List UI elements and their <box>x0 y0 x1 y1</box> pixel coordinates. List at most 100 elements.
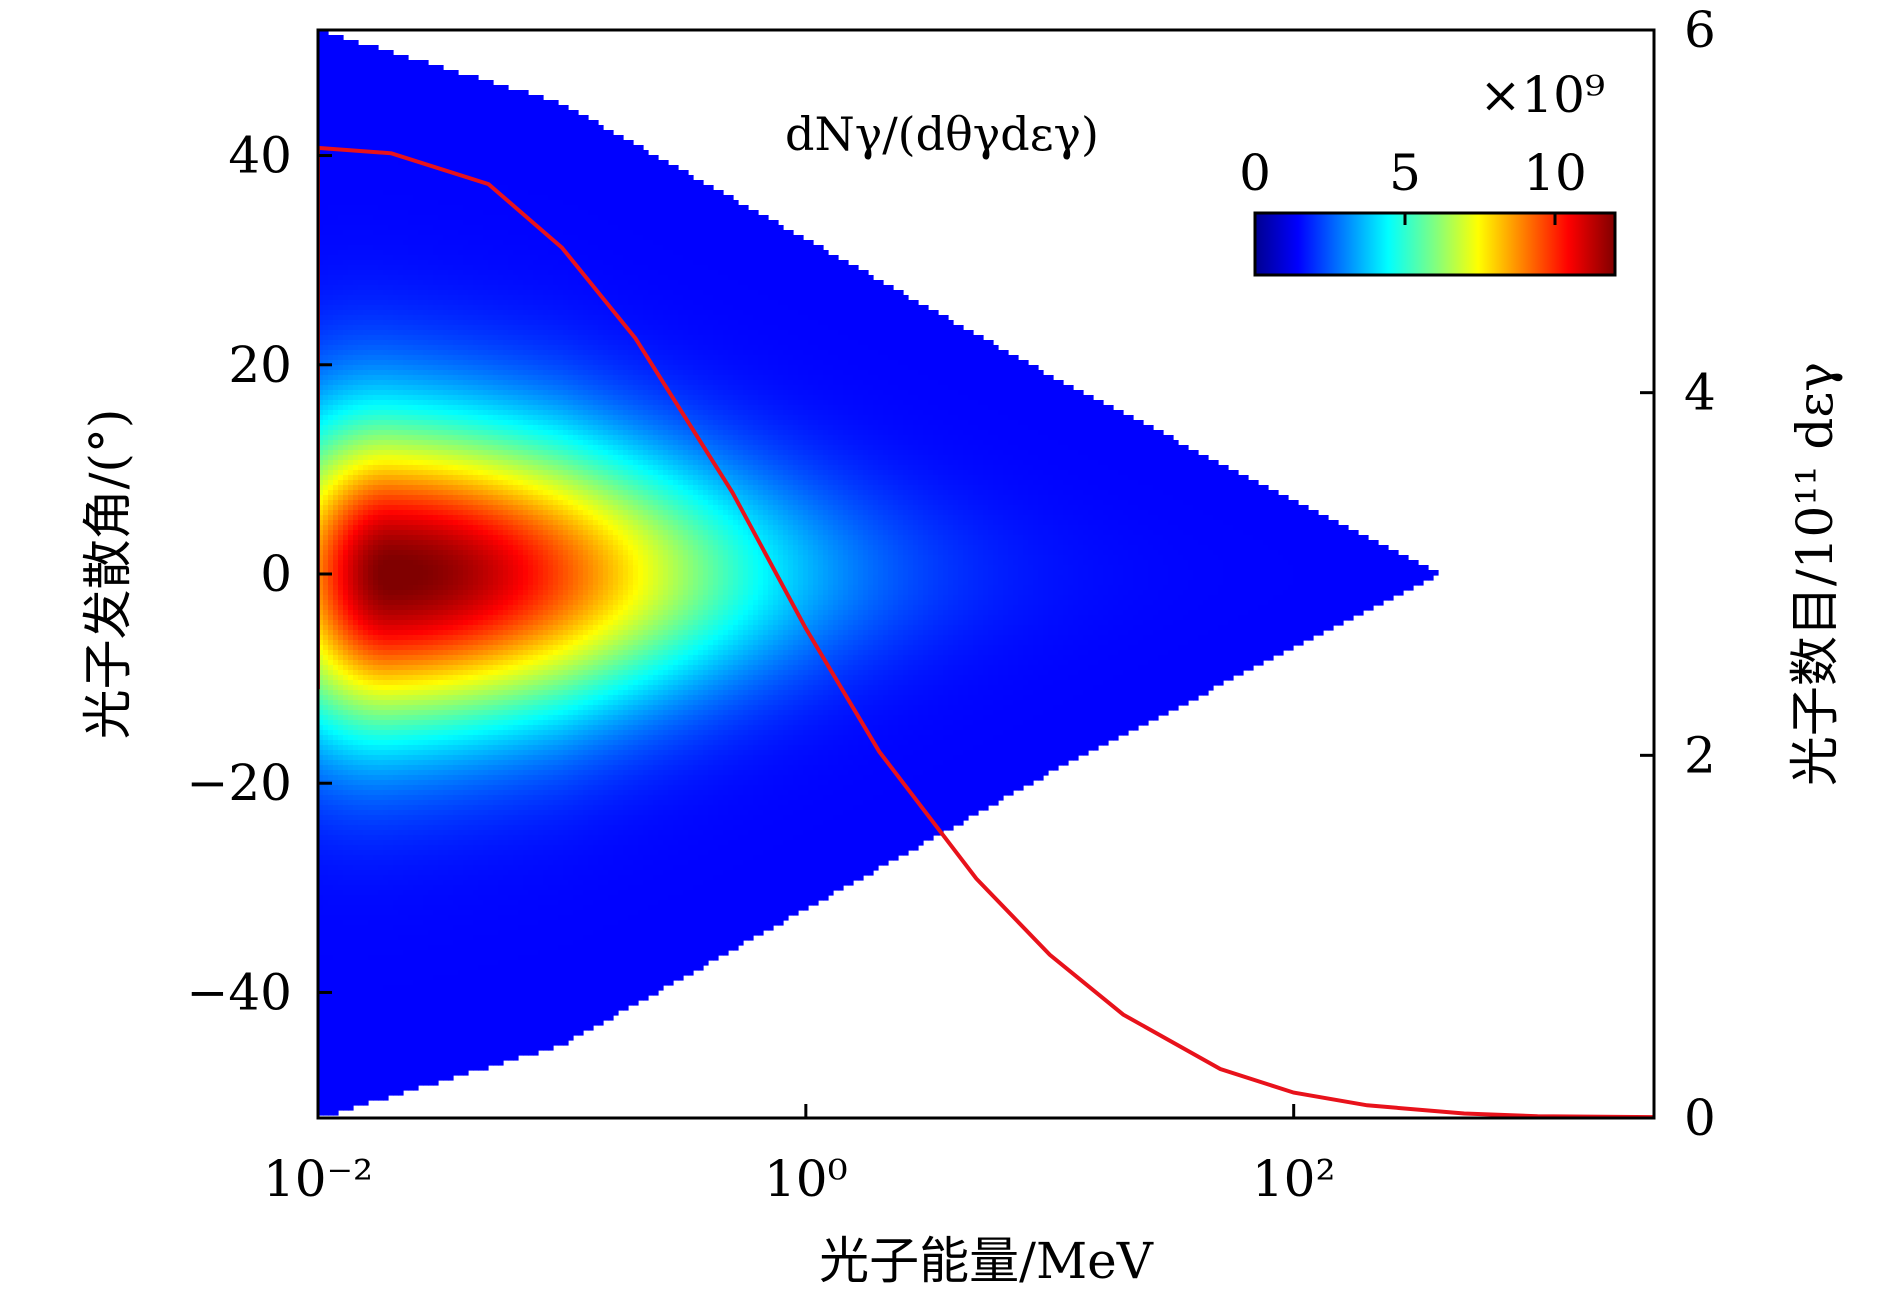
heatmap-cell <box>433 385 439 391</box>
heatmap-cell <box>398 230 404 236</box>
heatmap-cell <box>383 585 389 591</box>
heatmap-cell <box>323 275 329 281</box>
heatmap-cell <box>408 400 414 406</box>
heatmap-cell <box>408 355 414 361</box>
heatmap-cell <box>423 835 429 841</box>
heatmap-cell <box>393 185 399 191</box>
heatmap-cell <box>328 985 334 991</box>
heatmap-cell <box>403 1080 409 1086</box>
heatmap-cell <box>358 195 364 201</box>
heatmap-cell <box>358 545 364 551</box>
heatmap-cell <box>368 990 374 996</box>
heatmap-cell <box>403 825 409 831</box>
heatmap-cell <box>408 275 414 281</box>
heatmap-cell <box>343 120 349 126</box>
heatmap-cell <box>368 370 374 376</box>
heatmap-cell <box>373 550 379 556</box>
heatmap-cell <box>388 1005 394 1011</box>
heatmap-cell <box>393 570 399 576</box>
heatmap-cell <box>413 870 419 876</box>
heatmap-cell <box>378 410 384 416</box>
heatmap-cell <box>343 720 349 726</box>
heatmap-cell <box>413 380 419 386</box>
heatmap-cell <box>378 420 384 426</box>
heatmap-cell <box>403 805 409 811</box>
heatmap-cell <box>348 465 354 471</box>
heatmap-cell <box>383 745 389 751</box>
heatmap-cell <box>398 825 404 831</box>
heatmap-cell <box>328 35 334 41</box>
heatmap-cell <box>383 1010 389 1016</box>
heatmap-cell <box>368 1080 374 1086</box>
heatmap-cell <box>323 965 329 971</box>
heatmap-cell <box>348 405 354 411</box>
heatmap-cell <box>378 930 384 936</box>
heatmap-cell <box>333 850 339 856</box>
heatmap-cell <box>348 135 354 141</box>
heatmap-cell <box>323 1040 329 1046</box>
heatmap-cell <box>378 285 384 291</box>
heatmap-cell <box>343 835 349 841</box>
heatmap-cell <box>403 435 409 441</box>
heatmap-cell <box>413 485 419 491</box>
heatmap-cell <box>428 630 434 636</box>
heatmap-cell <box>328 950 334 956</box>
heatmap-cell <box>428 730 434 736</box>
heatmap-cell <box>413 455 419 461</box>
heatmap-cell <box>353 105 359 111</box>
heatmap-cell <box>333 80 339 86</box>
heatmap-cell <box>413 900 419 906</box>
heatmap-cell <box>363 960 369 966</box>
heatmap-cell <box>393 175 399 181</box>
heatmap-cell <box>398 840 404 846</box>
heatmap-cell <box>333 385 339 391</box>
heatmap-cell <box>373 465 379 471</box>
heatmap-cell <box>343 380 349 386</box>
heatmap-cell <box>348 700 354 706</box>
heatmap-cell <box>373 920 379 926</box>
heatmap-cell <box>353 710 359 716</box>
heatmap-cell <box>348 685 354 691</box>
heatmap-cell <box>393 765 399 771</box>
heatmap-cell <box>358 350 364 356</box>
heatmap-cell <box>343 345 349 351</box>
heatmap-cell <box>393 70 399 76</box>
heatmap-cell <box>398 950 404 956</box>
heatmap-cell <box>393 590 399 596</box>
heatmap-cell <box>338 415 344 421</box>
heatmap-cell <box>393 935 399 941</box>
heatmap-cell <box>398 750 404 756</box>
heatmap-cell <box>363 585 369 591</box>
heatmap-cell <box>323 410 329 416</box>
heatmap-cell <box>408 125 414 131</box>
heatmap-cell <box>333 920 339 926</box>
heatmap-cell <box>363 820 369 826</box>
heatmap-cell <box>408 340 414 346</box>
heatmap-cell <box>373 565 379 571</box>
heatmap-cell <box>403 385 409 391</box>
heatmap-cell <box>413 800 419 806</box>
heatmap-cell <box>338 50 344 56</box>
heatmap-cell <box>418 295 424 301</box>
heatmap-cell <box>363 955 369 961</box>
heatmap-cell <box>338 305 344 311</box>
heatmap-cell <box>418 190 424 196</box>
heatmap-cell <box>338 225 344 231</box>
heatmap-cell <box>418 680 424 686</box>
heatmap-cell <box>393 1000 399 1006</box>
heatmap-cell <box>398 1045 404 1051</box>
heatmap-cell <box>413 705 419 711</box>
heatmap-cell <box>368 640 374 646</box>
heatmap-cell <box>353 550 359 556</box>
heatmap-cell <box>368 795 374 801</box>
heatmap-cell <box>413 140 419 146</box>
heatmap-cell <box>343 195 349 201</box>
heatmap-cell <box>328 50 334 56</box>
heatmap-cell <box>408 305 414 311</box>
heatmap-cell <box>418 325 424 331</box>
heatmap-cell <box>323 725 329 731</box>
heatmap-cell <box>403 890 409 896</box>
heatmap-cell <box>368 80 374 86</box>
heatmap-cell <box>363 75 369 81</box>
heatmap-cell <box>403 770 409 776</box>
